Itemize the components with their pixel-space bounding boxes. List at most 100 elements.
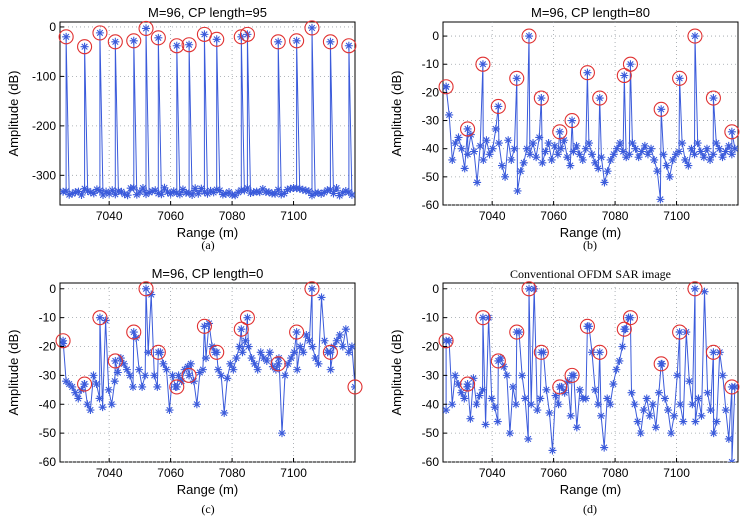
data-marker bbox=[622, 153, 631, 162]
data-marker bbox=[693, 139, 702, 148]
data-marker bbox=[200, 322, 209, 331]
y-tick-label: -10 bbox=[422, 311, 440, 325]
data-marker bbox=[347, 190, 355, 199]
data-marker bbox=[603, 167, 612, 176]
data-marker bbox=[505, 429, 514, 438]
peak-marker bbox=[521, 281, 537, 297]
data-marker bbox=[712, 139, 721, 148]
x-tick-label: 7080 bbox=[602, 466, 629, 480]
data-marker bbox=[513, 186, 522, 195]
data-marker bbox=[460, 164, 469, 173]
data-marker bbox=[651, 423, 660, 432]
x-axis-label: Range (m) bbox=[560, 482, 621, 497]
data-marker bbox=[484, 313, 493, 322]
data-marker bbox=[281, 371, 290, 380]
data-marker bbox=[111, 37, 120, 46]
data-marker bbox=[443, 406, 451, 415]
y-tick-label: -60 bbox=[422, 198, 440, 212]
data-marker bbox=[191, 184, 200, 193]
peak-marker bbox=[475, 56, 491, 72]
peak-marker bbox=[533, 344, 549, 360]
data-marker bbox=[206, 186, 215, 195]
data-marker bbox=[302, 330, 311, 339]
peak-marker bbox=[239, 310, 255, 326]
peak-marker bbox=[347, 379, 363, 395]
data-marker bbox=[144, 348, 153, 357]
data-marker bbox=[481, 420, 490, 429]
data-marker bbox=[620, 71, 629, 80]
peak-marker bbox=[270, 356, 286, 372]
data-marker bbox=[221, 189, 230, 198]
data-marker bbox=[338, 342, 347, 351]
data-marker bbox=[603, 394, 612, 403]
data-marker bbox=[212, 185, 221, 194]
data-marker bbox=[487, 394, 496, 403]
peak-marker bbox=[509, 70, 525, 86]
data-marker bbox=[621, 325, 630, 334]
data-marker bbox=[578, 155, 587, 164]
data-marker bbox=[536, 394, 545, 403]
peak-marker bbox=[92, 25, 108, 41]
data-marker bbox=[443, 82, 451, 91]
data-marker bbox=[138, 382, 147, 391]
data-marker bbox=[99, 190, 108, 199]
data-marker bbox=[205, 319, 214, 328]
data-marker bbox=[572, 141, 581, 150]
x-axis-label: Range (m) bbox=[560, 225, 621, 240]
data-marker bbox=[277, 429, 286, 438]
data-marker bbox=[185, 188, 194, 197]
data-marker bbox=[65, 190, 74, 199]
data-marker bbox=[690, 150, 699, 159]
data-marker bbox=[463, 124, 472, 133]
panel-caption: (c) bbox=[201, 502, 214, 516]
data-marker bbox=[253, 365, 262, 374]
data-marker bbox=[473, 178, 482, 187]
peak-marker bbox=[579, 65, 595, 81]
peak-marker bbox=[322, 34, 338, 50]
peak-marker bbox=[622, 56, 638, 72]
data-marker bbox=[123, 191, 132, 200]
data-marker bbox=[172, 188, 181, 197]
data-marker bbox=[518, 371, 527, 380]
peak-marker bbox=[209, 31, 225, 47]
data-marker bbox=[554, 400, 563, 409]
data-marker bbox=[469, 374, 478, 383]
x-axis-label: Range (m) bbox=[177, 225, 238, 240]
data-marker bbox=[670, 411, 679, 420]
data-marker bbox=[478, 313, 487, 322]
y-tick-label: -200 bbox=[32, 119, 56, 133]
data-marker bbox=[223, 374, 232, 383]
data-marker bbox=[636, 429, 645, 438]
data-marker bbox=[153, 382, 162, 391]
data-marker bbox=[712, 417, 721, 426]
peak-marker bbox=[592, 344, 608, 360]
data-marker bbox=[650, 155, 659, 164]
data-marker bbox=[229, 365, 238, 374]
data-marker bbox=[132, 190, 141, 199]
data-marker bbox=[454, 133, 463, 142]
data-marker bbox=[697, 411, 706, 420]
data-marker bbox=[98, 403, 107, 412]
data-marker bbox=[102, 187, 111, 196]
data-marker bbox=[493, 417, 502, 426]
data-marker bbox=[241, 336, 250, 345]
data-marker bbox=[524, 434, 533, 443]
data-marker bbox=[730, 144, 738, 153]
chart-panel-d: 7040 7060 7080 7100 0 -10 -20 -30 -40 -50 -60 Conve… bbox=[389, 267, 740, 516]
data-marker bbox=[466, 414, 475, 423]
peak-marker bbox=[304, 281, 320, 297]
data-marker bbox=[122, 365, 131, 374]
data-marker bbox=[284, 359, 293, 368]
data-marker bbox=[129, 183, 138, 192]
data-marker bbox=[715, 144, 724, 153]
data-marker bbox=[553, 150, 562, 159]
data-marker bbox=[490, 403, 499, 412]
data-marker bbox=[521, 394, 530, 403]
data-marker bbox=[89, 371, 98, 380]
peak-marker bbox=[509, 324, 525, 340]
peak-marker bbox=[438, 79, 454, 95]
data-marker bbox=[151, 186, 160, 195]
data-marker bbox=[451, 371, 460, 380]
data-marker bbox=[507, 155, 516, 164]
data-marker bbox=[274, 359, 283, 368]
